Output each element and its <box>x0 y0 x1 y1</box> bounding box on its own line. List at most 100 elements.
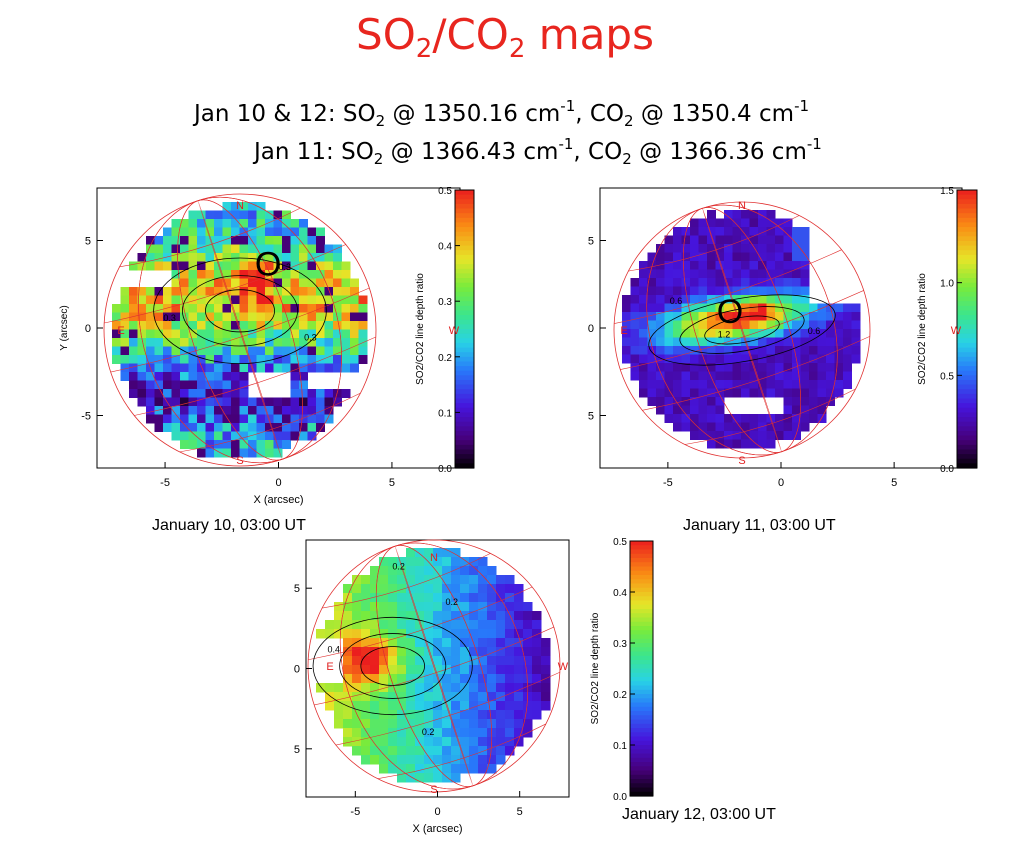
heatmap-cell <box>406 566 416 576</box>
heatmap-cell <box>775 354 784 364</box>
heatmap-cell <box>698 269 708 279</box>
heatmap-cell <box>809 354 818 364</box>
heatmap-cell <box>256 210 266 220</box>
colorbar-tick-label: 0.4 <box>438 242 452 253</box>
heatmap-cell <box>282 278 291 288</box>
heatmap-cell <box>487 755 497 765</box>
colorbar-step <box>957 190 977 196</box>
heatmap-cell <box>487 602 497 612</box>
heatmap-cell <box>766 227 776 236</box>
heatmap-cell <box>256 227 266 237</box>
x-tick-label: -5 <box>160 477 170 489</box>
heatmap-cell <box>783 269 793 279</box>
heatmap-cell <box>282 363 291 373</box>
heatmap-cell <box>137 329 147 339</box>
heatmap-cell <box>406 611 416 621</box>
heatmap-cell <box>707 218 716 228</box>
heatmap-cell <box>523 629 533 639</box>
heatmap-cell <box>180 219 189 228</box>
heatmap-cell <box>732 354 742 364</box>
heatmap-cell <box>460 719 470 729</box>
heatmap-cell <box>758 388 767 398</box>
heatmap-pixels <box>112 202 368 458</box>
heatmap-cell <box>415 665 425 675</box>
heatmap-cell <box>406 584 416 594</box>
heatmap-cell <box>698 380 708 389</box>
heatmap-cell <box>741 329 750 338</box>
heatmap-cell <box>715 252 725 262</box>
heatmap-cell <box>222 312 232 322</box>
heatmap-cell <box>388 557 398 567</box>
heatmap-cell <box>256 414 266 424</box>
heatmap-cell <box>469 620 479 630</box>
heatmap-cell <box>163 236 172 245</box>
heatmap-cell <box>379 665 389 675</box>
colorbar-step <box>957 449 977 455</box>
heatmap-cell <box>307 244 317 254</box>
heatmap-cell <box>205 346 215 356</box>
heatmap-cell <box>478 620 488 630</box>
heatmap-cell <box>460 692 470 702</box>
heatmap-cell <box>154 321 164 330</box>
heatmap-cell <box>273 312 283 322</box>
heatmap-cell <box>239 270 249 279</box>
heatmap-cell <box>415 737 425 747</box>
heatmap-cell <box>715 354 725 364</box>
heatmap-cell <box>205 397 215 407</box>
heatmap-cell <box>239 219 249 228</box>
heatmap-cell <box>222 253 232 262</box>
colorbar-step <box>630 570 653 576</box>
map-panel-0 <box>96 187 475 469</box>
heatmap-cell <box>741 286 750 296</box>
colorbar-tick-label: 0.5 <box>613 537 627 548</box>
heatmap-cell <box>496 593 506 603</box>
heatmap-cell <box>487 593 497 603</box>
heatmap-cell <box>541 656 551 666</box>
heatmap-cell <box>851 329 861 338</box>
heatmap-cell <box>197 423 206 432</box>
heatmap-cell <box>361 755 371 765</box>
heatmap-cell <box>749 312 759 321</box>
heatmap-cell <box>129 321 138 330</box>
heatmap-cell <box>333 270 342 279</box>
heatmap-cell <box>265 448 274 458</box>
heatmap-cell <box>664 405 674 415</box>
heatmap-cell <box>188 295 198 305</box>
heatmap-cell <box>478 629 488 639</box>
heatmap-cell <box>334 602 344 612</box>
heatmap-cell <box>639 346 648 355</box>
heatmap-cell <box>766 278 776 287</box>
heatmap-cell <box>442 566 452 576</box>
heatmap-cell <box>433 692 443 702</box>
heatmap-cell <box>809 371 818 381</box>
heatmap-cell <box>406 647 416 657</box>
heatmap-cell <box>379 638 389 648</box>
heatmap-cell <box>800 286 810 296</box>
heatmap-cell <box>724 295 733 304</box>
heatmap-cell <box>379 692 389 702</box>
heatmap-cell <box>333 278 342 288</box>
heatmap-cell <box>415 647 425 657</box>
heatmap-cell <box>741 354 750 364</box>
heatmap-cell <box>324 406 334 415</box>
heatmap-cell <box>146 253 155 262</box>
heatmap-cell <box>800 244 810 253</box>
heatmap-cell <box>496 755 506 765</box>
heatmap-cell <box>154 406 164 415</box>
heatmap-cell <box>724 252 733 262</box>
heatmap-cell <box>664 295 674 304</box>
heatmap-cell <box>370 701 380 711</box>
heatmap-cell <box>112 355 121 364</box>
heatmap-cell <box>180 380 189 390</box>
heatmap-cell <box>205 253 215 262</box>
heatmap-cell <box>541 701 551 711</box>
heatmap-cell <box>350 321 359 330</box>
heatmap-cell <box>415 548 425 558</box>
heatmap-cell <box>205 219 215 228</box>
heatmap-cell <box>361 719 371 729</box>
heatmap-cell <box>273 448 283 458</box>
heatmap-cell <box>341 321 351 330</box>
heatmap-cell <box>766 269 776 279</box>
heatmap-cell <box>523 611 533 621</box>
colorbar-step <box>957 282 977 288</box>
